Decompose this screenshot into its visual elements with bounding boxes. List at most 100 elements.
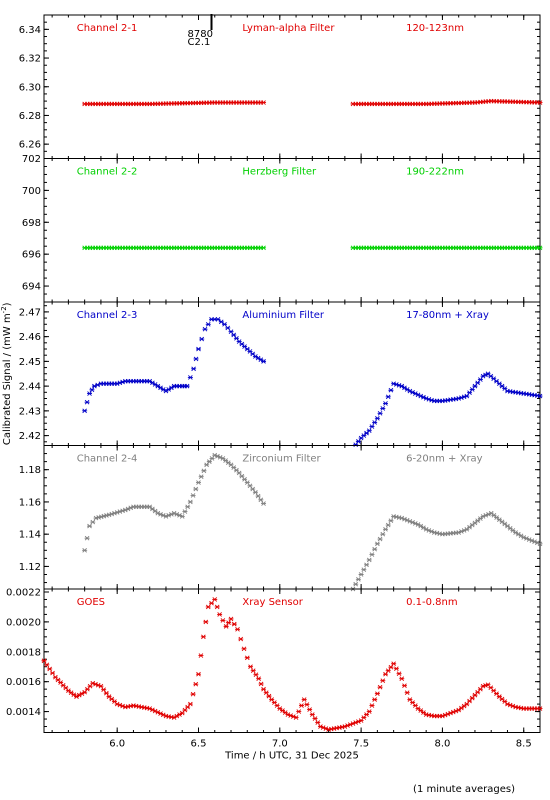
- data-point: [250, 486, 256, 492]
- data-point: [415, 706, 421, 711]
- data-point: [477, 377, 483, 382]
- data-point: [261, 245, 267, 251]
- data-point: [193, 681, 199, 687]
- data-point: [385, 394, 391, 400]
- data-point: [388, 664, 394, 670]
- data-point: [84, 399, 90, 405]
- x-tick-label: 6.5: [191, 739, 207, 750]
- data-point: [461, 703, 467, 709]
- y-tick-label: 1.18: [19, 465, 41, 476]
- panel-channel-label: GOES: [77, 597, 105, 608]
- data-point: [464, 393, 470, 399]
- data-point: [261, 100, 267, 105]
- data-point: [475, 380, 481, 386]
- y-tick-label: 1.16: [19, 497, 41, 508]
- y-tick-label: 6.26: [19, 140, 41, 151]
- data-point: [253, 672, 259, 678]
- data-point: [98, 683, 104, 689]
- data-point: [215, 317, 221, 322]
- data-point: [82, 408, 88, 414]
- panel-band-label: 0.1-0.8nm: [406, 597, 458, 608]
- panel-band-label: 120-123nm: [406, 23, 464, 34]
- y-tick-label: 696: [22, 250, 41, 261]
- data-point: [198, 474, 204, 479]
- x-axis-ticks: 6.0 6.5 7.0 7.5 8.0 8.5: [109, 739, 531, 750]
- y-axis-title-main: Calibrated Signal / (mW m: [2, 313, 13, 445]
- y-tick-label: 0.0018: [6, 647, 41, 658]
- data-point: [191, 366, 197, 372]
- data-point: [239, 473, 245, 479]
- data-point: [456, 707, 462, 713]
- data-point: [366, 709, 372, 714]
- data-point: [187, 701, 193, 707]
- data-point: [184, 383, 190, 389]
- data-point: [537, 245, 543, 251]
- data-point: [372, 697, 378, 702]
- data-point: [244, 655, 250, 661]
- data-point: [388, 518, 394, 524]
- data-point: [44, 662, 50, 668]
- data-point: [369, 552, 375, 557]
- data-point: [377, 684, 383, 690]
- data-point: [266, 693, 272, 699]
- data-point: [401, 683, 407, 688]
- y-tick-label: 0.0014: [6, 707, 41, 718]
- data-point: [372, 420, 378, 425]
- y-tick-label: 2.42: [19, 431, 41, 442]
- panel-frame: [43, 158, 541, 303]
- data-point: [309, 712, 315, 717]
- y-tick-label: 6.28: [19, 111, 41, 122]
- data-point: [201, 468, 207, 474]
- data-point: [206, 459, 212, 464]
- data-point: [263, 690, 269, 695]
- data-point: [195, 671, 201, 677]
- data-point: [233, 335, 239, 341]
- data-point: [361, 567, 367, 572]
- data-point: [537, 541, 543, 547]
- data-point: [231, 332, 237, 338]
- data-point: [383, 527, 389, 532]
- y-tick-label: 6.32: [19, 54, 41, 65]
- data-point: [204, 462, 210, 468]
- data-point: [380, 678, 386, 683]
- data-point: [418, 708, 424, 713]
- data-point: [193, 486, 199, 492]
- data-point: [537, 393, 543, 399]
- panel-filter-label: Herzberg Filter: [242, 167, 317, 178]
- panel-channel-label: Channel 2-2: [77, 167, 138, 178]
- event-marker-class: C2.1: [188, 37, 211, 48]
- panel-2: 694 696 698 700 702 Channel 2-2 Herzberg Filte…: [22, 154, 543, 303]
- x-tick-label: 6.0: [109, 739, 125, 750]
- panel-4: 1.12 1.14 1.16 1.18 Channel 2-4 Zirconium Fil…: [19, 445, 543, 592]
- panel-3: 2.42 2.43 2.44 2.45 2.46 2.47 Channel 2-3 Alumi…: [19, 301, 543, 447]
- data-point: [195, 480, 201, 485]
- series-4: [82, 452, 543, 592]
- data-point: [90, 519, 96, 525]
- y-tick-label: 2.46: [19, 332, 41, 343]
- data-point: [391, 661, 397, 667]
- data-point: [307, 707, 313, 712]
- y-tick-label: 1.14: [19, 530, 41, 541]
- data-point: [252, 489, 258, 495]
- data-point: [209, 456, 215, 461]
- data-point: [87, 523, 93, 529]
- x-tick-label: 7.5: [353, 739, 369, 750]
- data-point: [185, 504, 191, 510]
- data-point: [298, 703, 304, 708]
- data-point: [261, 359, 267, 364]
- y-tick-label: 0.0016: [6, 677, 41, 688]
- data-point: [258, 497, 264, 503]
- x-tick-label: 7.0: [272, 739, 288, 750]
- y-axis-title-sup: -2: [0, 306, 8, 313]
- y-tick-label: 6.34: [19, 25, 41, 36]
- data-point: [364, 562, 370, 568]
- data-point: [396, 671, 402, 677]
- data-point: [203, 619, 209, 625]
- y-tick-label: 2.44: [19, 382, 41, 393]
- data-point: [200, 634, 206, 640]
- data-point: [217, 612, 223, 617]
- data-point: [41, 658, 47, 664]
- data-point: [383, 671, 389, 677]
- data-point: [223, 624, 229, 629]
